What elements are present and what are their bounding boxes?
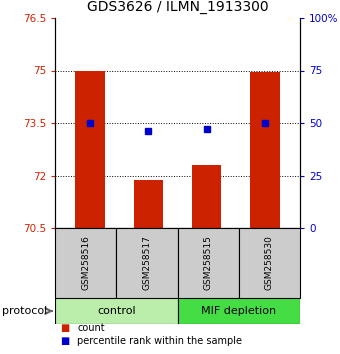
Bar [177, 228, 239, 298]
Bar [75, 70, 105, 228]
Text: ■: ■ [61, 323, 70, 333]
Text: protocol: protocol [2, 306, 47, 316]
Text: count: count [78, 323, 105, 333]
Text: percentile rank within the sample: percentile rank within the sample [78, 336, 242, 346]
Bar [192, 165, 221, 228]
Bar [55, 228, 116, 298]
Text: GSM258517: GSM258517 [142, 235, 151, 290]
Bar [251, 72, 279, 228]
Title: GDS3626 / ILMN_1913300: GDS3626 / ILMN_1913300 [87, 0, 268, 14]
Text: GSM258530: GSM258530 [265, 235, 274, 290]
Text: GSM258516: GSM258516 [81, 235, 90, 290]
Text: MIF depletion: MIF depletion [201, 306, 276, 316]
Bar [239, 228, 300, 298]
Bar [55, 298, 177, 324]
Text: control: control [97, 306, 136, 316]
Text: ■: ■ [61, 336, 70, 346]
Bar [177, 298, 300, 324]
Bar [134, 180, 163, 228]
Text: GSM258515: GSM258515 [204, 235, 212, 290]
Bar [116, 228, 177, 298]
